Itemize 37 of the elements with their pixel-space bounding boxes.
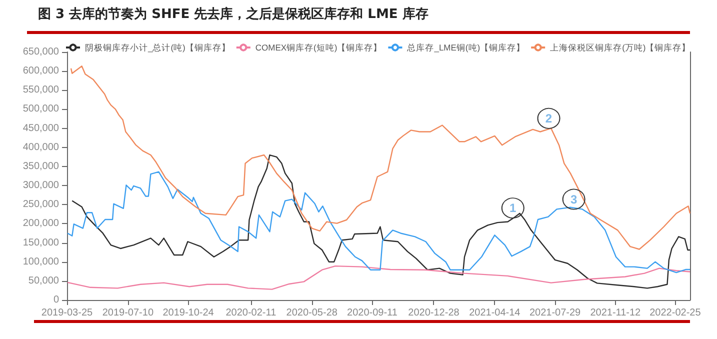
y-tick-label: 150,000 — [22, 237, 60, 248]
y-tick-label: 550,000 — [22, 84, 60, 96]
y-tick-label: 100,000 — [22, 256, 60, 268]
line-series — [70, 66, 691, 250]
x-tick-label: 2021-07-29 — [529, 308, 582, 318]
y-tick-label: 600,000 — [22, 66, 60, 77]
legend-label: COMEX铜库存(短吨)【铜库存】 — [255, 42, 382, 52]
x-tick-label: 2022-02-25 — [650, 308, 702, 318]
y-tick-label: 400,000 — [22, 142, 60, 153]
x-tick-label: 2019-07-10 — [102, 308, 154, 318]
line-series — [72, 154, 691, 289]
annotation: 1 — [510, 201, 517, 216]
y-tick-label: 300,000 — [22, 180, 60, 192]
legend-label: 总库存_LME铜(吨)【铜库存】 — [406, 42, 526, 52]
x-tick-label: 2020-12-28 — [408, 308, 460, 318]
x-tick-label: 2020-09-11 — [347, 308, 398, 318]
line-series — [66, 265, 691, 290]
x-tick-label: 2021-04-14 — [469, 308, 521, 318]
y-tick-label: 200,000 — [22, 218, 60, 230]
annotation: 2 — [545, 111, 552, 126]
legend-label: 阴极铜库存小计_总计(吨)【铜库存】 — [85, 42, 230, 52]
x-tick-label: 2020-02-11 — [226, 308, 277, 318]
y-tick-label: 0 — [53, 294, 60, 306]
x-tick-label: 2019-03-25 — [41, 308, 94, 318]
y-tick-label: 650,000 — [22, 46, 60, 58]
y-tick-label: 450,000 — [22, 122, 60, 134]
line-series — [66, 171, 691, 274]
annotation: 3 — [570, 192, 578, 206]
x-tick-label: 2020-05-28 — [286, 308, 338, 318]
x-tick-label: 2021-11-12 — [590, 308, 642, 318]
legend-label: 上海保税区铜库存(万吨)【铜库存】 — [550, 42, 691, 52]
y-tick-label: 500,000 — [22, 104, 60, 115]
y-tick-label: 250,000 — [22, 199, 60, 210]
chart-title: 图 3 去库的节奏为 SHFE 先去库，之后是保税区库存和 LME 库存 — [38, 6, 428, 23]
y-tick-label: 50,000 — [28, 275, 60, 286]
x-tick-label: 2019-10-24 — [162, 308, 214, 318]
y-tick-label: 350,000 — [22, 160, 60, 172]
